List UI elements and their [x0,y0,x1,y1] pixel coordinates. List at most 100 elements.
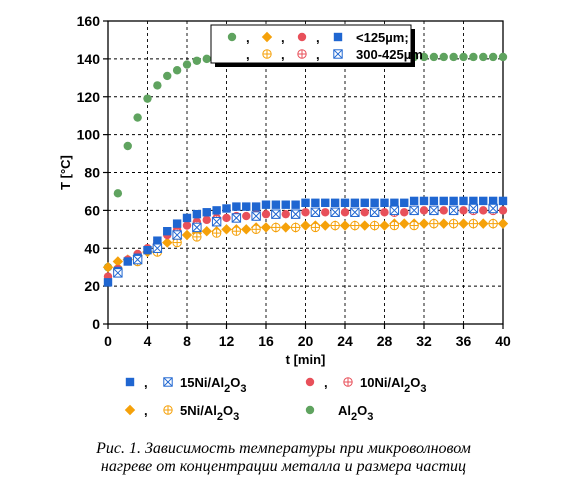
data-point [479,196,488,206]
legend-item-ni10: , 10Ni/Al2O3 [305,375,426,395]
data-point [132,254,143,265]
data-point [320,220,331,231]
data-point [380,208,389,217]
chart-axes [103,20,504,329]
data-point [419,206,429,215]
data-point-d2 [133,255,143,265]
data-point [409,205,419,216]
data-point [449,196,458,206]
data-point [153,81,162,90]
data-point [133,113,142,122]
data-point-d2 [212,217,222,227]
data-point [389,205,400,216]
legend-marker [163,405,173,415]
data-point [271,209,281,219]
data-point-d2 [231,213,241,223]
data-point [162,237,173,248]
data-point [409,220,419,231]
legend-marker [124,404,136,416]
data-point [222,213,231,223]
inset-marker-fine [297,32,307,42]
y-tick-labels: 0 20 40 60 80 100 120 140 160 [77,13,101,332]
data-point [242,202,251,211]
data-point [448,218,459,229]
data-point [192,56,202,65]
legend-label: Al2O3 [338,403,373,423]
data-point [172,66,182,75]
data-point-d2 [449,205,459,215]
data-point [231,226,242,236]
data-point [181,229,193,241]
data-point [202,54,211,64]
data-point [290,209,301,219]
data-point [271,200,281,209]
legend-label: 5Ni/Al2O3 [180,403,239,423]
x-tick-label: 8 [183,333,191,349]
data-point [280,222,291,233]
data-point [359,220,370,231]
legend-marker [163,377,173,387]
data-point [281,209,290,219]
data-point [468,203,479,214]
data-point [488,196,498,206]
data-point [113,189,123,198]
x-tick-label: 12 [219,333,235,349]
data-point [102,261,114,273]
data-point [458,218,469,229]
data-point-d2 [251,211,261,221]
data-point [221,224,232,235]
series-ni10-coarse [113,205,498,276]
inset-separator: , [246,30,250,45]
data-point-d2 [192,222,202,232]
data-point [439,52,448,62]
data-point [222,204,231,213]
data-point [330,220,340,231]
data-point [330,198,340,207]
y-tick-label: 140 [77,51,101,67]
data-point [163,227,172,236]
data-point [113,268,123,278]
legend-separator: , [324,375,328,390]
data-point [153,236,162,245]
legend-label: 10Ni/Al2O3 [360,375,426,395]
data-point [182,213,192,223]
data-point [212,206,221,215]
x-tick-label: 16 [258,333,274,349]
data-point [438,218,449,229]
data-point [369,220,380,231]
data-point [400,198,409,207]
data-point-d2 [310,207,320,217]
data-point [201,226,212,237]
legend-marker [305,377,315,387]
data-point-d2 [291,209,301,219]
inset-separator: , [281,47,285,62]
data-point [390,198,399,207]
y-tick-label: 120 [77,89,101,105]
legend-marker [305,405,315,415]
y-tick-label: 100 [77,127,101,143]
data-point [488,52,498,62]
legend-marker [343,377,353,387]
data-point [163,71,172,81]
data-point [439,206,448,215]
data-point [429,218,439,229]
data-point-d2 [350,207,360,217]
data-point-d2 [113,268,123,278]
y-tick-label: 0 [92,316,100,332]
data-point [488,218,498,229]
data-point-d2 [152,243,162,253]
data-point [439,196,448,206]
x-tick-label: 4 [144,333,152,349]
data-point [389,220,400,231]
y-tick-label: 40 [84,240,100,256]
legend-item-ni15: , 15Ni/Al2O3 [125,375,246,395]
data-point-d2 [172,230,182,240]
data-point [459,52,468,62]
data-point-d2 [271,209,281,219]
data-point [360,198,369,207]
data-point [459,196,468,206]
data-point [192,232,202,242]
data-point [448,205,459,216]
data-point [330,207,340,217]
x-tick-label: 28 [377,333,393,349]
